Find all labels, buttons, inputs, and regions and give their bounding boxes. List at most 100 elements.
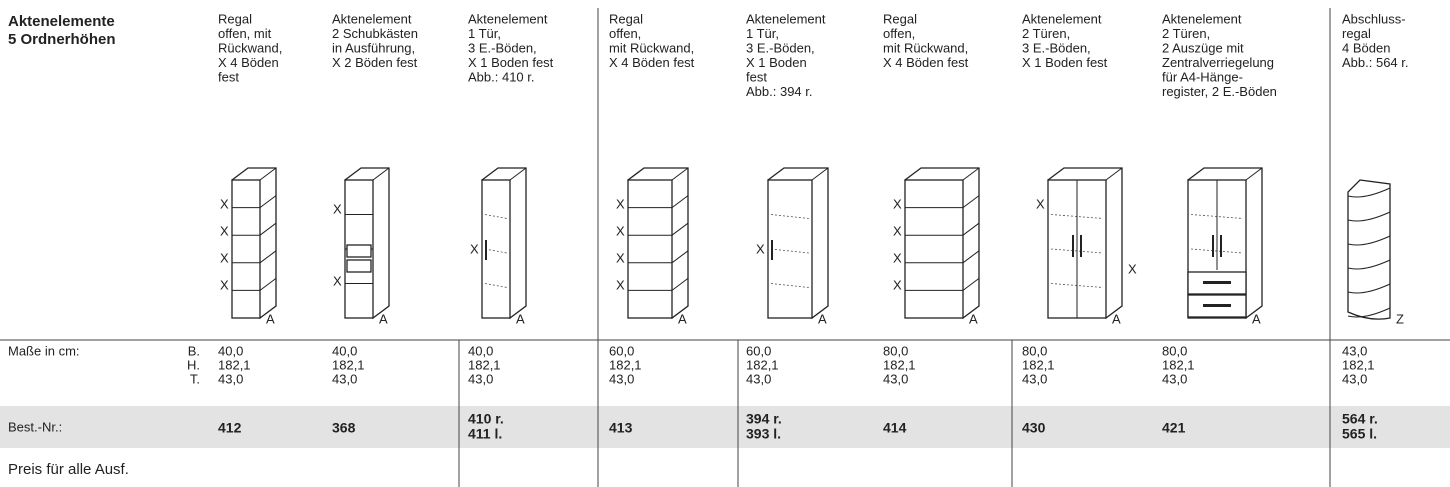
drawing-handle [1072, 235, 1074, 257]
order-number: 421 [1162, 420, 1186, 436]
description: fest [746, 69, 767, 84]
x-mark: X [220, 223, 229, 238]
x-mark: X [220, 277, 229, 292]
order-number: 413 [609, 420, 633, 436]
order-number: 368 [332, 420, 356, 436]
description: offen, [883, 26, 915, 41]
description: Abschluss- [1342, 11, 1406, 26]
description: Rückwand, [218, 40, 282, 55]
description: 3 E.-Böden, [746, 40, 815, 55]
description: X 1 Boden fest [1022, 55, 1108, 70]
dim-value: 43,0 [746, 371, 771, 386]
dim-value: 43,0 [883, 371, 908, 386]
dim-value: 80,0 [883, 343, 908, 358]
drawing-shelf [259, 195, 277, 209]
drawing-edge [372, 167, 390, 181]
description: Regal [883, 11, 917, 26]
dim-value: 182,1 [609, 357, 642, 372]
dim-value: 182,1 [1162, 357, 1195, 372]
dim-key: H. [187, 357, 200, 372]
drawing-front [767, 179, 813, 319]
dim-value: 80,0 [1022, 343, 1047, 358]
drawing-edge [1245, 167, 1263, 181]
drawing-edge [509, 167, 527, 181]
dim-value: 43,0 [1342, 371, 1367, 386]
variant-letter: A [969, 311, 978, 326]
drawing-shelf [1190, 248, 1244, 254]
order-label: Best.-Nr.: [8, 419, 62, 434]
x-mark: X [1128, 261, 1137, 276]
order-row-bg [0, 406, 1450, 448]
x-mark: X [756, 241, 765, 256]
description: offen, mit [218, 26, 272, 41]
section-title: 5 Ordnerhöhen [8, 31, 116, 48]
dim-value: 80,0 [1162, 343, 1187, 358]
drawing-handle [1203, 304, 1231, 307]
order-number: 410 r. [468, 411, 504, 427]
description: mit Rückwand, [609, 40, 694, 55]
description: 1 Tür, [746, 26, 779, 41]
description: 3 E.-Böden, [1022, 40, 1091, 55]
drawing-edge [671, 167, 689, 181]
x-mark: X [333, 273, 342, 288]
x-mark: X [616, 196, 625, 211]
dim-value: 182,1 [883, 357, 916, 372]
price-label: Preis für alle Ausf. [8, 461, 129, 478]
drawing-shelf [1190, 214, 1244, 219]
drawing-handle [771, 240, 773, 260]
drawing-handle [485, 240, 487, 260]
x-mark: X [1036, 196, 1045, 211]
description: Abb.: 564 r. [1342, 55, 1409, 70]
description: X 4 Böden [218, 55, 279, 70]
drawing-front [904, 179, 964, 319]
description: Aktenelement [746, 11, 826, 26]
dim-value: 60,0 [609, 343, 634, 358]
x-mark: X [470, 241, 479, 256]
description: Aktenelement [468, 11, 548, 26]
drawing-shelf [962, 195, 980, 209]
dim-value: 40,0 [218, 343, 243, 358]
drawing-front [231, 179, 261, 319]
dim-value: 182,1 [1342, 357, 1375, 372]
description: offen, [609, 26, 641, 41]
drawing-shelf [1347, 283, 1391, 294]
description: 4 Böden [1342, 40, 1390, 55]
drawing-shelf [259, 277, 277, 291]
x-mark: X [333, 201, 342, 216]
drawing-shelf [671, 250, 689, 264]
x-mark: X [616, 277, 625, 292]
dim-key: T. [190, 371, 200, 386]
drawing-drawer [346, 244, 372, 258]
x-mark: X [893, 250, 902, 265]
dim-value: 43,0 [1342, 343, 1367, 358]
description: X 1 Boden fest [468, 55, 554, 70]
description: Abb.: 394 r. [746, 84, 813, 99]
drawing-handle [1212, 235, 1214, 257]
drawing-shelf [1347, 259, 1391, 270]
variant-letter: A [818, 311, 827, 326]
description: X 2 Böden fest [332, 55, 418, 70]
description: 3 E.-Böden, [468, 40, 537, 55]
description: mit Rückwand, [883, 40, 968, 55]
order-number: 411 l. [468, 426, 502, 442]
description: 2 Türen, [1162, 26, 1210, 41]
dim-value: 182,1 [1022, 357, 1055, 372]
description: X 4 Böden fest [609, 55, 695, 70]
drawing-shelf [671, 195, 689, 209]
dims-label: Maße in cm: [8, 343, 80, 358]
description: 2 Auszüge mit [1162, 40, 1244, 55]
order-number: 393 l. [746, 426, 781, 442]
drawing-handle [1220, 235, 1222, 257]
description: regal [1342, 26, 1371, 41]
drawing-front [627, 179, 673, 319]
description: Aktenelement [332, 11, 412, 26]
drawing-shelf [1050, 248, 1104, 254]
description: Zentralverriegelung [1162, 55, 1274, 70]
description: Aktenelement [1162, 11, 1242, 26]
drawing-shelf [1347, 235, 1391, 246]
dim-value: 43,0 [218, 371, 243, 386]
variant-letter: A [1252, 311, 1261, 326]
dim-value: 43,0 [332, 371, 357, 386]
drawing-shelf [1050, 214, 1104, 219]
